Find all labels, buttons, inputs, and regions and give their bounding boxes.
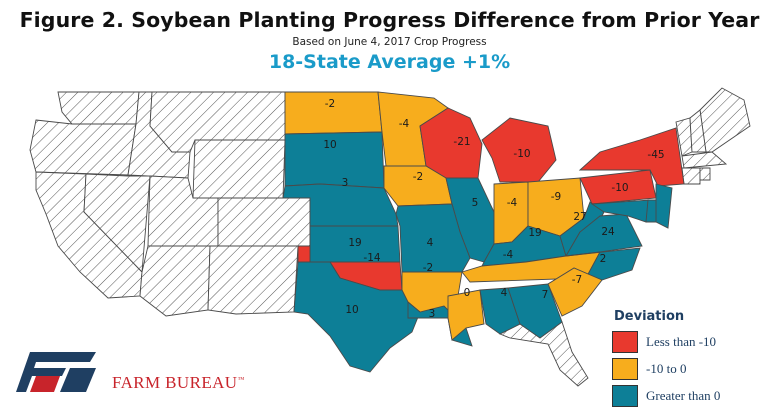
state-value-ar: -2 [423,262,433,274]
legend-title: Deviation [614,309,685,324]
state-nv-no-data [83,173,151,274]
state-value-ms: 0 [464,287,471,299]
state-value-sc: -7 [572,274,582,286]
state-value-in: -4 [507,197,518,209]
state-value-tx: 10 [345,304,358,316]
state-al [479,287,521,335]
state-value-sd: 10 [323,139,336,151]
state-value-oh: -9 [551,191,561,203]
state-ct-no-data [681,167,701,185]
state-value-va: 24 [601,226,615,238]
legend-item-minus-10-to-0: -10 to 0 [612,357,774,381]
state-nj [655,183,673,229]
state-value-mn: -4 [399,118,410,130]
state-md [590,199,651,223]
state-value-al: 4 [501,287,508,299]
state-or-no-data [29,119,137,176]
state-average: 18-State Average +1% [268,51,511,73]
state-value-ga: 7 [542,289,549,301]
state-value-ok: -14 [363,252,380,264]
farm-bureau-logo-icon [16,352,96,392]
state-value-wi: -21 [453,136,470,148]
state-value-ne: 3 [342,177,349,189]
state-value-nd: -2 [325,98,335,110]
state-value-ks: 19 [348,237,361,249]
state-ma-no-data [681,151,728,169]
state-co-no-data [217,197,311,247]
state-value-il: 5 [472,197,479,209]
state-me-no-data [699,87,751,153]
state-ri-no-data [699,167,711,181]
state-value-ny: -45 [647,149,664,161]
state-value-ky: 19 [528,227,541,239]
legend-item-less-than-minus-10: Less than -10 [612,330,774,354]
legend-label: -10 to 0 [646,361,687,376]
state-wy-no-data [192,139,286,199]
state-value-la: 3 [429,308,436,320]
state-tx [293,261,421,373]
state-ny [578,127,685,187]
legend-swatch-teal [612,385,638,407]
state-value-pa: -10 [611,182,628,194]
figure-title: Figure 2. Soybean Planting Progress Diff… [19,8,760,32]
brand-text: FARM BUREAU [112,373,238,392]
legend-item-greater-than-0: Greater than 0 [612,384,774,408]
state-sc [547,267,603,317]
legend-label: Less than -10 [646,334,717,349]
brand-name: FARM BUREAU™ [112,373,245,393]
legend: Deviation Less than -10 -10 to 0 Greater… [612,309,774,411]
brand-trademark: ™ [237,375,245,384]
state-value-mo: 4 [427,237,434,249]
state-value-mi: -10 [513,148,530,160]
legend-swatch-red [612,331,638,353]
legend-swatch-orange [612,358,638,380]
figure-subtitle: Based on June 4, 2017 Crop Progress [292,36,487,48]
state-value-wv: 27 [573,211,586,223]
state-nh-no-data [689,109,707,153]
state-value-ia: -2 [413,171,423,183]
states-layer [29,87,751,387]
state-mi [481,117,557,183]
state-value-tn: -4 [503,249,514,261]
state-az-no-data [139,245,211,317]
state-nm-no-data [207,245,299,315]
legend-label: Greater than 0 [646,388,721,403]
state-value-nc: 2 [600,253,607,265]
state-wa-no-data [57,91,140,125]
state-ga [507,283,563,339]
